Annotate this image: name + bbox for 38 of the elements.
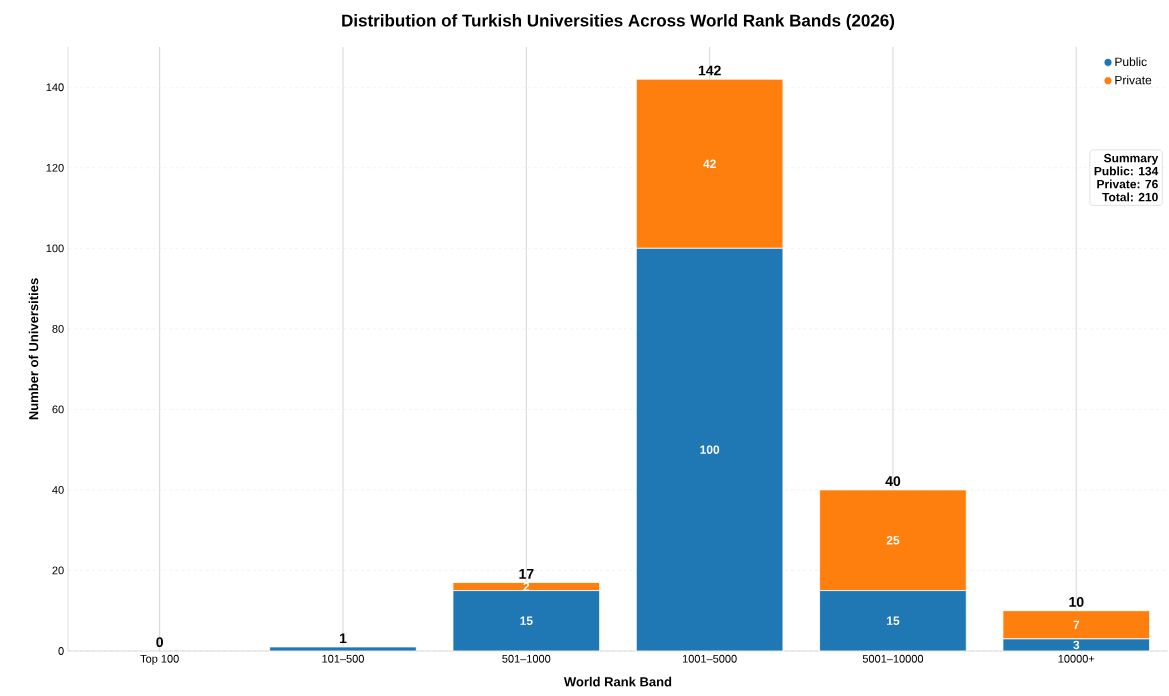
x-tick-label: Top 100 [140,654,179,665]
x-tick-label: 501–1000 [502,654,551,663]
data-label: 100 [700,445,720,454]
bar [269,646,417,652]
x-tick-label: 101–500 [322,654,364,663]
annotation: Public: 134 [1094,166,1159,176]
y-tick-label: 140 [46,83,64,92]
x-tick-label: 5001–10000 [862,654,924,663]
y-tick-label: 80 [52,324,64,333]
y-tick-label: 40 [52,486,64,494]
y-tick-label: 100 [46,244,64,253]
data-label: 2 [523,582,530,591]
data-label: 15 [887,616,900,625]
y-axis-title: Number of Universities [28,278,39,420]
total-label: 0 [156,637,163,648]
annotation: Summary [1103,153,1159,165]
data-label: 3 [1073,640,1080,650]
y-tick-label: 20 [52,566,64,575]
y-tick-label: 0 [58,647,64,655]
legend-label: Private [1115,75,1152,85]
total-label: 17 [519,569,534,579]
data-label: 25 [886,536,900,545]
data-label: 7 [1073,620,1080,629]
data-label: 42 [703,159,716,168]
total-label: 10 [1069,596,1084,607]
y-tick-label: 120 [46,163,64,172]
annotation: Private: 76 [1097,179,1158,189]
chart-title: Distribution of Turkish Universities Across World Rank Bands (2026) [342,14,895,30]
x-tick-label: 1001–5000 [682,654,737,663]
data-label: 15 [520,616,533,625]
legend-label: Public [1115,57,1147,67]
x-tick-label: 10000+ [1058,654,1095,663]
total-label: 40 [885,476,901,487]
total-label: 142 [698,65,721,76]
y-tick-label: 60 [52,405,64,414]
annotation: Total: 210 [1102,192,1158,202]
x-axis-title: World Rank Band [563,676,672,687]
total-label: 1 [339,633,347,644]
